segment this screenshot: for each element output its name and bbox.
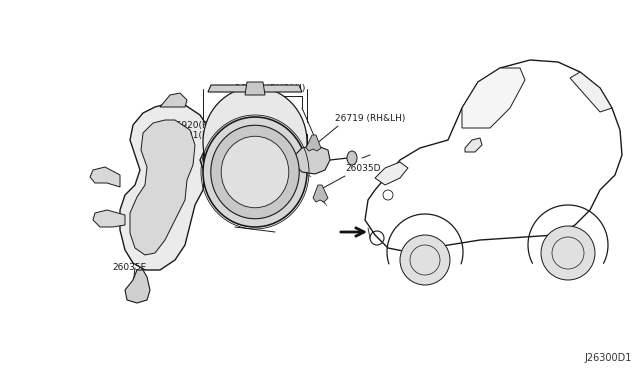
Polygon shape <box>570 72 612 112</box>
Polygon shape <box>375 162 408 185</box>
Polygon shape <box>125 270 150 303</box>
Polygon shape <box>90 167 120 187</box>
Text: 26035E: 26035E <box>112 263 147 273</box>
Polygon shape <box>313 185 328 202</box>
Polygon shape <box>465 138 482 152</box>
Text: 26920(RH): 26920(RH) <box>170 121 218 129</box>
Text: 26150 (RH&LH): 26150 (RH&LH) <box>235 83 305 93</box>
Polygon shape <box>462 68 525 128</box>
Polygon shape <box>208 85 302 92</box>
Text: J26300D1: J26300D1 <box>584 353 632 363</box>
Polygon shape <box>245 82 265 95</box>
Circle shape <box>400 235 450 285</box>
Ellipse shape <box>203 87 307 197</box>
Ellipse shape <box>347 151 357 165</box>
Polygon shape <box>306 135 321 151</box>
Ellipse shape <box>211 125 300 219</box>
Polygon shape <box>295 145 330 174</box>
Polygon shape <box>160 93 187 107</box>
Ellipse shape <box>203 117 307 227</box>
Circle shape <box>541 226 595 280</box>
Text: 26719 (RH&LH): 26719 (RH&LH) <box>335 113 405 122</box>
Polygon shape <box>365 60 622 252</box>
Polygon shape <box>120 103 210 270</box>
Text: 26921(LH): 26921(LH) <box>170 131 217 140</box>
Polygon shape <box>93 210 125 227</box>
Polygon shape <box>130 120 195 255</box>
Ellipse shape <box>221 136 289 208</box>
Text: 26035D: 26035D <box>345 164 381 173</box>
